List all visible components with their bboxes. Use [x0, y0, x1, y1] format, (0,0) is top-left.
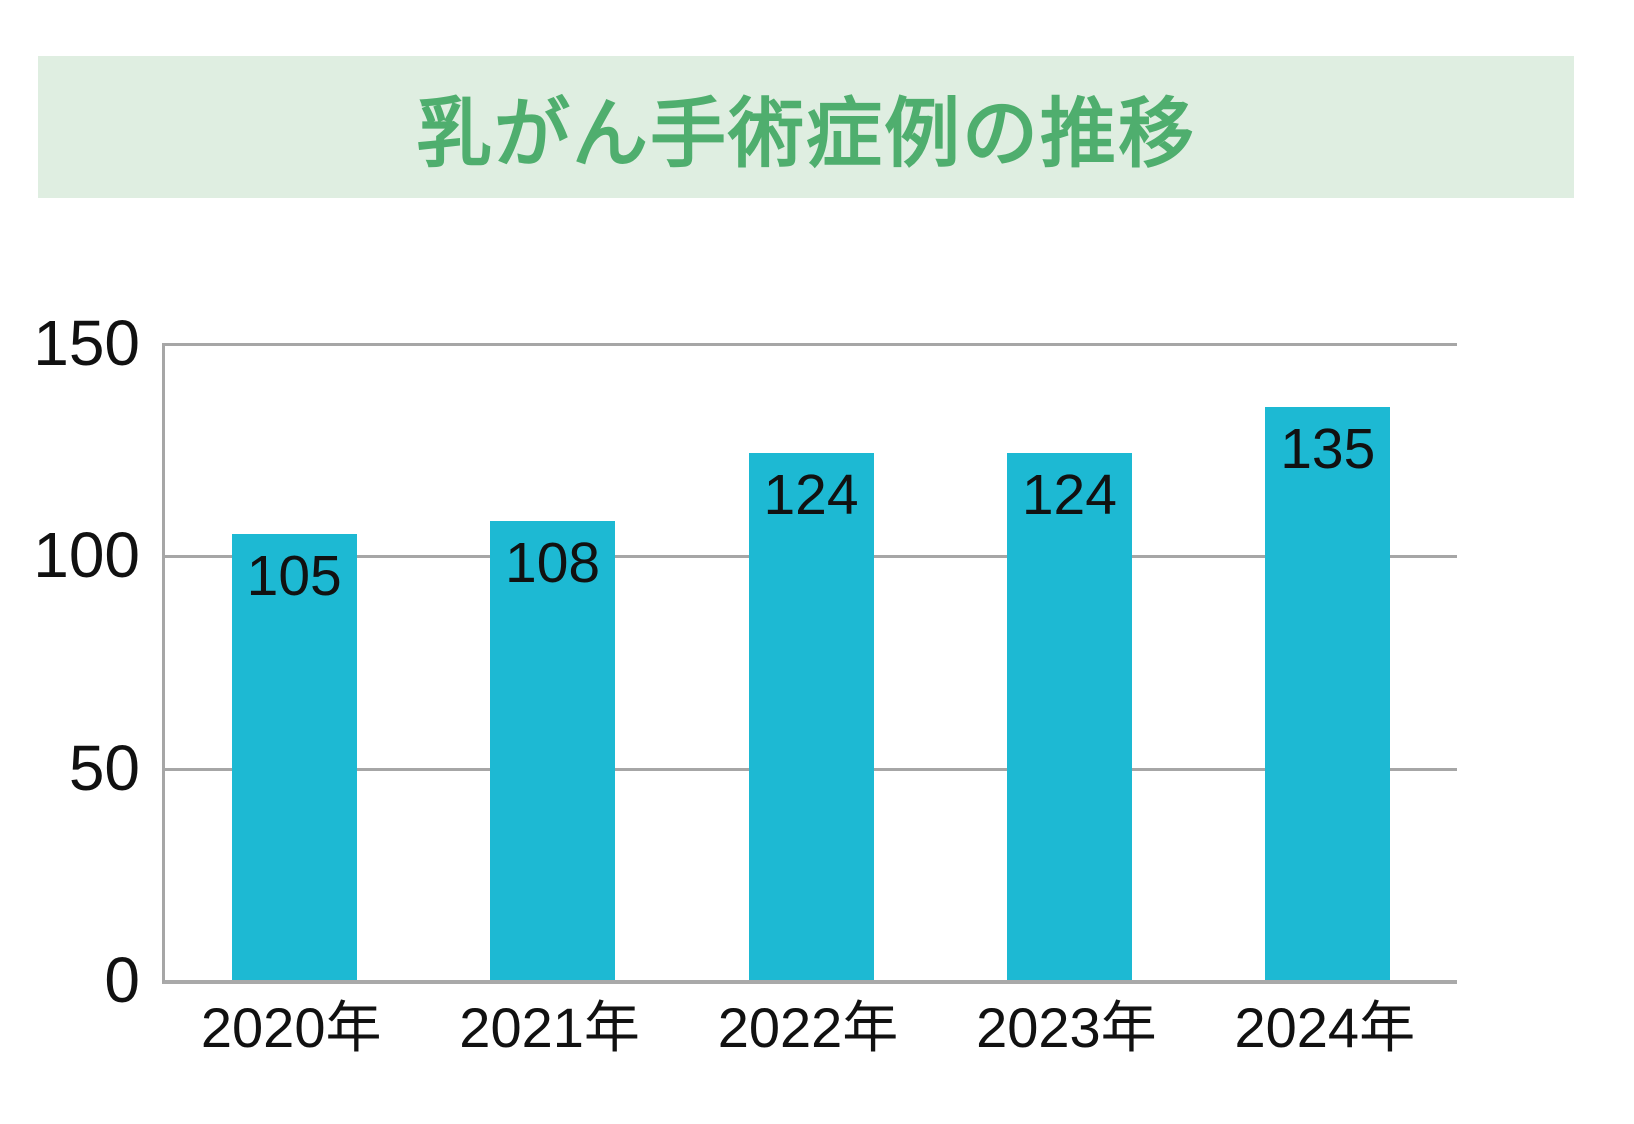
bar-2021年: 108 — [490, 521, 616, 980]
x-tick-label-2020年: 2020年 — [200, 996, 382, 1059]
y-tick-label-50: 50 — [68, 731, 140, 804]
title-banner: 乳がん手術症例の推移 — [38, 56, 1574, 198]
bar-value-label: 105 — [246, 544, 342, 609]
x-tick-label-2022年: 2022年 — [717, 996, 899, 1059]
bar-value-label: 124 — [1021, 463, 1117, 528]
x-tick-label-2024年: 2024年 — [1234, 996, 1416, 1059]
chart-title: 乳がん手術症例の推移 — [416, 92, 1196, 177]
plot-area: 105 108 124 124 135 — [162, 343, 1457, 984]
x-tick-label-2021年: 2021年 — [459, 996, 640, 1059]
bar-2023年: 124 — [1006, 453, 1132, 980]
gridline-150 — [165, 343, 1457, 346]
bar-2024年: 135 — [1265, 406, 1391, 980]
bar-value-label: 124 — [763, 463, 859, 528]
y-tick-label-100: 100 — [33, 519, 140, 592]
bar-value-label: 108 — [505, 531, 601, 596]
bar-2020年: 105 — [231, 534, 357, 980]
bar-2022年: 124 — [748, 453, 874, 980]
bar-value-label: 135 — [1280, 416, 1376, 481]
y-tick-label-0: 0 — [104, 944, 140, 1016]
x-tick-label-2023年: 2023年 — [976, 996, 1157, 1059]
y-tick-label-150: 150 — [33, 307, 140, 379]
